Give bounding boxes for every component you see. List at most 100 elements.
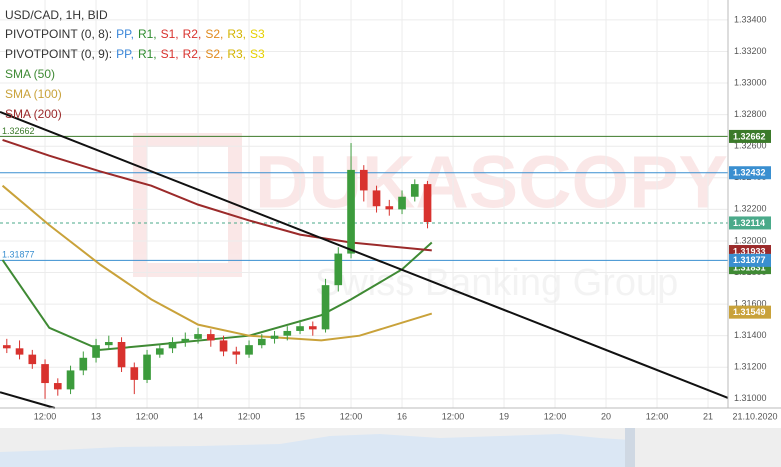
grid xyxy=(0,0,728,408)
pivot-legend-item: S3 xyxy=(250,47,265,61)
y-tick-label: 1.33000 xyxy=(734,77,767,87)
trendline xyxy=(0,111,729,399)
price-box xyxy=(729,129,771,143)
chart-title: USD/CAD, 1H, BID xyxy=(5,8,108,22)
candle-body xyxy=(168,342,177,349)
candle-body xyxy=(104,342,113,346)
legend-entry: SMA (100) xyxy=(5,87,62,101)
y-tick-label: 1.31000 xyxy=(734,393,767,403)
price-box xyxy=(729,305,771,319)
y-tick-label: 1.31600 xyxy=(734,298,767,308)
watermark-tagline: Swiss Banking Group xyxy=(315,262,678,304)
candle-body xyxy=(347,169,355,254)
candle-body xyxy=(385,206,394,210)
x-tick-label: 12:00 xyxy=(544,411,567,421)
candle-body xyxy=(66,370,75,390)
price-box-label: 1.32662 xyxy=(733,131,766,141)
pivot-legend-item: R1, xyxy=(138,47,157,61)
candle-body xyxy=(232,351,241,355)
price-box-label: 1.32432 xyxy=(733,168,766,178)
candle-body xyxy=(308,326,317,330)
y-tick-label: 1.33200 xyxy=(734,46,767,56)
candle-body xyxy=(398,196,406,210)
candle-body xyxy=(283,330,292,336)
navigator-handle[interactable] xyxy=(625,428,635,467)
price-box-label: 1.31831 xyxy=(733,263,766,273)
x-tick-label: 16 xyxy=(397,411,407,421)
navigator xyxy=(0,428,781,467)
x-tick-label: 12:00 xyxy=(646,411,669,421)
y-tick-label: 1.32600 xyxy=(734,141,767,151)
pivot-legend: PIVOTPOINT (0, 9): PP, R1, S1, R2, S2, R3, S3 xyxy=(5,47,265,61)
plot: 1.32662 1.31877 xyxy=(0,111,729,409)
legend: USD/CAD, 1H, BID PIVOTPOINT (0, 8): PP, R1… xyxy=(5,8,265,121)
candle-body xyxy=(117,342,126,368)
candle-body xyxy=(423,184,432,222)
pivot-legend-item: PP, xyxy=(116,27,134,41)
x-tick-label: 12:00 xyxy=(136,411,159,421)
sma-line xyxy=(2,138,432,252)
candle-body xyxy=(2,345,11,349)
candle-body xyxy=(155,348,164,355)
y-tick-label: 1.32800 xyxy=(734,109,767,119)
candle-body xyxy=(359,169,368,191)
x-tick-label: 15 xyxy=(295,411,305,421)
pivot-legend-item: S1, xyxy=(161,47,179,61)
candle-body xyxy=(15,348,24,355)
pivot-legend-item: R2, xyxy=(183,27,202,41)
level-left-label: 1.32662 xyxy=(2,126,35,136)
navigator-area xyxy=(0,434,630,467)
candle-body xyxy=(372,190,381,207)
price-box-label: 1.31549 xyxy=(733,307,766,317)
candle-body xyxy=(410,184,419,197)
candle-body xyxy=(181,338,190,342)
price-box-label: 1.32114 xyxy=(733,218,765,228)
candle-body xyxy=(143,354,151,380)
pivot-legend-label: PIVOTPOINT (0, 9): xyxy=(5,47,112,61)
candle-body xyxy=(53,383,62,390)
candle-body xyxy=(41,364,49,384)
candle-body xyxy=(245,345,253,355)
date-label: 21.10.2020 xyxy=(732,411,777,421)
candle-body xyxy=(219,340,228,352)
pivot-legend-item: S1, xyxy=(161,27,179,41)
x-tick-label: 13 xyxy=(91,411,101,421)
x-tick-label: 12:00 xyxy=(34,411,57,421)
pivot-legend-item: R3, xyxy=(227,47,246,61)
x-tick-label: 12:00 xyxy=(340,411,363,421)
pivot-legend-label: PIVOTPOINT (0, 8): xyxy=(5,27,112,41)
price-box xyxy=(729,216,771,230)
trendline xyxy=(0,391,56,409)
y-tick-label: 1.31400 xyxy=(734,330,767,340)
y-tick-label: 1.32000 xyxy=(734,235,767,245)
candle-body xyxy=(206,334,215,341)
level-left-label: 1.31877 xyxy=(2,250,35,260)
x-tick-label: 12:00 xyxy=(238,411,261,421)
x-tick-label: 14 xyxy=(193,411,203,421)
x-tick-label: 21 xyxy=(703,411,713,421)
price-box-label: 1.31933 xyxy=(733,246,766,256)
pivot-legend-item: S2, xyxy=(205,47,223,61)
price-box-label: 1.31877 xyxy=(733,255,766,265)
candle-body xyxy=(296,326,304,331)
pivot-legend-item: R1, xyxy=(138,27,157,41)
y-tick-label: 1.32200 xyxy=(734,204,767,214)
y-tick-label: 1.31200 xyxy=(734,362,767,372)
price-box xyxy=(729,166,771,180)
candle-body xyxy=(28,354,37,365)
x-tick-label: 12:00 xyxy=(442,411,465,421)
candle-body xyxy=(79,357,88,371)
legend-entry: SMA (50) xyxy=(5,67,55,81)
candle-body xyxy=(321,285,330,330)
candle-body xyxy=(257,338,266,346)
y-tick-label: 1.33400 xyxy=(734,14,767,24)
sma-line xyxy=(1,184,433,342)
price-box xyxy=(729,253,771,267)
legend-entry: SMA (200) xyxy=(5,107,62,121)
pivot-legend: PIVOTPOINT (0, 8): PP, R1, S1, R2, S2, R3, S3 xyxy=(5,27,265,41)
candle-body xyxy=(334,253,343,286)
pivot-legend-item: S2, xyxy=(205,27,223,41)
pivot-legend-item: PP, xyxy=(116,47,134,61)
